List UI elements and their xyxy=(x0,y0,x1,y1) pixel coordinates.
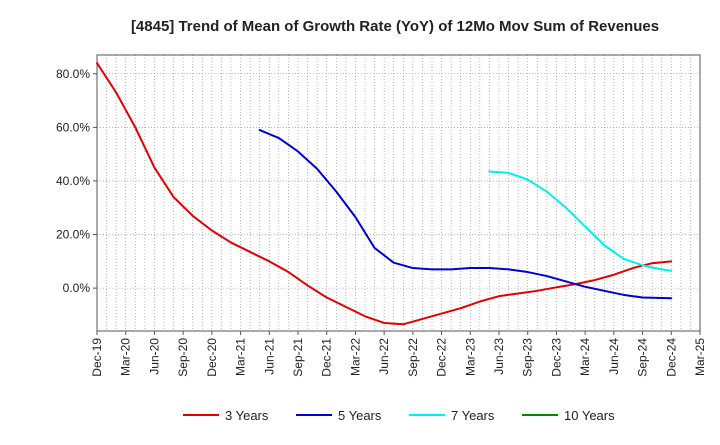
x-tick-label: Mar-21 xyxy=(234,338,248,376)
y-tick-label: 0.0% xyxy=(63,281,91,295)
x-tick-label: Sep-21 xyxy=(291,338,305,377)
series-line-5-years xyxy=(258,129,673,300)
legend-label: 5 Years xyxy=(338,408,382,423)
grid xyxy=(96,55,701,331)
x-tick-label: Sep-20 xyxy=(176,338,190,377)
legend-item-5-years: 5 Years xyxy=(296,408,382,423)
legend-label: 3 Years xyxy=(225,408,269,423)
y-tick-label: 40.0% xyxy=(56,174,90,188)
x-tick-label: Jun-21 xyxy=(262,338,276,375)
y-tick-label: 20.0% xyxy=(56,228,90,242)
axes: 0.0% 20.0% 40.0% 60.0% 80.0% Dec-19 Mar-20 Jun-… xyxy=(56,54,707,377)
x-tick-label: Jun-23 xyxy=(492,338,506,375)
legend-label: 7 Years xyxy=(451,408,495,423)
x-tick-label: Sep-23 xyxy=(521,338,535,377)
series-lines xyxy=(96,62,673,326)
x-tick-label: Dec-20 xyxy=(205,338,219,377)
y-tick-label: 60.0% xyxy=(56,120,90,134)
x-tick-label: Dec-19 xyxy=(90,338,104,377)
x-tick-label: Sep-24 xyxy=(636,338,650,377)
x-tick-label: Dec-24 xyxy=(664,338,678,377)
x-tick-label: Sep-22 xyxy=(406,338,420,377)
x-tick-label: Dec-22 xyxy=(435,338,449,377)
x-tick-label: Dec-23 xyxy=(549,338,563,377)
legend: 3 Years 5 Years 7 Years 10 Years xyxy=(183,408,615,423)
legend-item-7-years: 7 Years xyxy=(409,408,495,423)
plot-area-frame xyxy=(96,54,701,332)
x-tick-label: Mar-23 xyxy=(463,338,477,376)
series-line-7-years xyxy=(488,170,673,272)
legend-item-10-years: 10 Years xyxy=(522,408,615,423)
x-tick-label: Mar-20 xyxy=(119,338,133,376)
x-tick-label: Jun-24 xyxy=(607,338,621,375)
x-tick-label: Dec-21 xyxy=(320,338,334,377)
x-tick-label: Mar-25 xyxy=(693,338,707,376)
y-tick-label: 80.0% xyxy=(56,67,90,81)
x-tick-label: Mar-22 xyxy=(348,338,362,376)
legend-item-3-years: 3 Years xyxy=(183,408,269,423)
x-tick-label: Mar-24 xyxy=(578,338,592,376)
x-tick-label: Jun-20 xyxy=(147,338,161,375)
legend-label: 10 Years xyxy=(564,408,615,423)
chart-title: [4845] Trend of Mean of Growth Rate (YoY… xyxy=(131,18,659,35)
x-tick-label: Jun-22 xyxy=(377,338,391,375)
